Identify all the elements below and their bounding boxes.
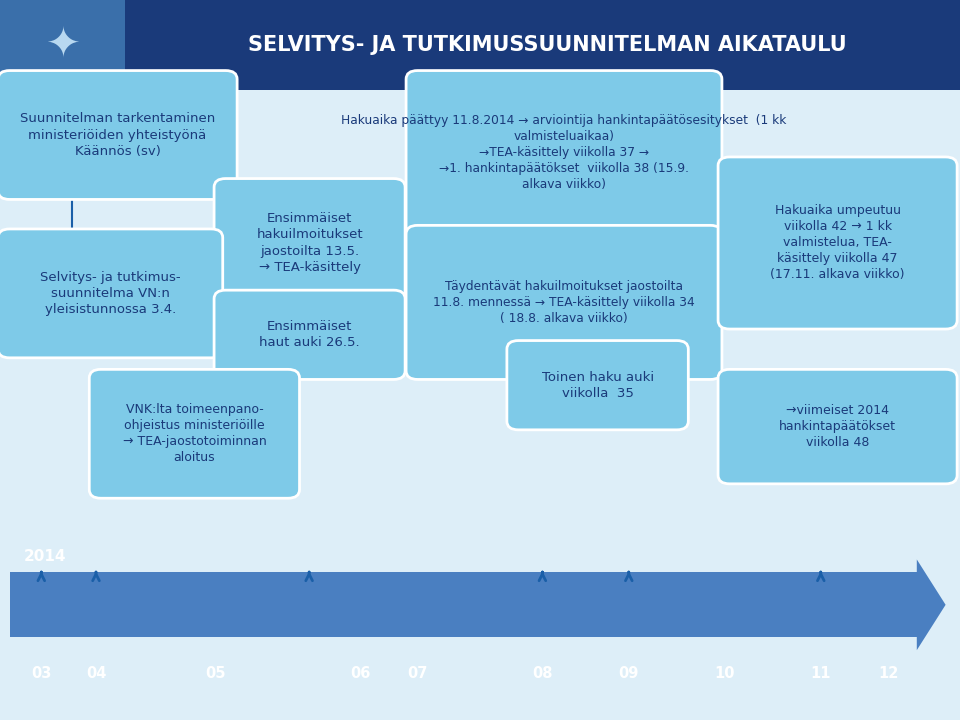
Text: 03: 03: [31, 666, 52, 680]
Text: 11: 11: [810, 666, 831, 680]
FancyBboxPatch shape: [0, 0, 125, 90]
Text: Ensimmäiset
haut auki 26.5.: Ensimmäiset haut auki 26.5.: [259, 320, 360, 349]
Text: 08: 08: [532, 666, 553, 680]
FancyBboxPatch shape: [0, 0, 960, 90]
Text: 07: 07: [407, 666, 428, 680]
Text: SELVITYS- JA TUTKIMUSSUUNNITELMAN AIKATAULU: SELVITYS- JA TUTKIMUSSUUNNITELMAN AIKATA…: [248, 35, 847, 55]
Polygon shape: [917, 559, 946, 650]
FancyBboxPatch shape: [718, 369, 957, 484]
FancyBboxPatch shape: [0, 229, 223, 358]
Text: Täydentävät hakuilmoitukset jaostoilta
11.8. mennessä → TEA-käsittely viikolla 3: Täydentävät hakuilmoitukset jaostoilta 1…: [433, 280, 695, 325]
FancyBboxPatch shape: [406, 225, 722, 379]
Text: Hakuaika päättyy 11.8.2014 → arviointija hankintapäätösesitykset  (1 kk
valmiste: Hakuaika päättyy 11.8.2014 → arviointija…: [342, 114, 786, 192]
Text: 06: 06: [349, 666, 371, 680]
Text: 10: 10: [714, 666, 735, 680]
Text: ✦: ✦: [45, 24, 80, 66]
FancyBboxPatch shape: [214, 290, 405, 379]
FancyBboxPatch shape: [10, 572, 917, 637]
FancyBboxPatch shape: [89, 369, 300, 498]
FancyBboxPatch shape: [406, 71, 722, 235]
FancyBboxPatch shape: [214, 179, 405, 307]
Text: 09: 09: [618, 666, 639, 680]
Text: Toinen haku auki
viikolla  35: Toinen haku auki viikolla 35: [541, 371, 654, 400]
Text: Selvitys- ja tutkimus-
suunnitelma VN:n
yleisistunnossa 3.4.: Selvitys- ja tutkimus- suunnitelma VN:n …: [40, 271, 180, 316]
FancyBboxPatch shape: [507, 341, 688, 430]
Text: 05: 05: [205, 666, 227, 680]
Text: 12: 12: [877, 666, 899, 680]
Text: →viimeiset 2014
hankintapäätökset
viikolla 48: →viimeiset 2014 hankintapäätökset viikol…: [780, 404, 896, 449]
FancyBboxPatch shape: [718, 157, 957, 329]
FancyBboxPatch shape: [0, 71, 237, 199]
Text: Suunnitelman tarkentaminen
ministeriöiden yhteistyönä
Käännös (sv): Suunnitelman tarkentaminen ministeriöide…: [20, 112, 215, 158]
Text: Hakuaika umpeutuu
viikolla 42 → 1 kk
valmistelua, TEA-
käsittely viikolla 47
(17: Hakuaika umpeutuu viikolla 42 → 1 kk val…: [770, 204, 905, 282]
Text: VNK:lta toimeenpano-
ohjeistus ministeriöille
→ TEA-jaostotoiminnan
aloitus: VNK:lta toimeenpano- ohjeistus ministeri…: [123, 403, 266, 464]
Text: Ensimmäiset
hakuilmoitukset
jaostoilta 13.5.
→ TEA-käsittely: Ensimmäiset hakuilmoitukset jaostoilta 1…: [256, 212, 363, 274]
Text: 04: 04: [85, 666, 107, 680]
Text: 2014: 2014: [24, 549, 66, 564]
